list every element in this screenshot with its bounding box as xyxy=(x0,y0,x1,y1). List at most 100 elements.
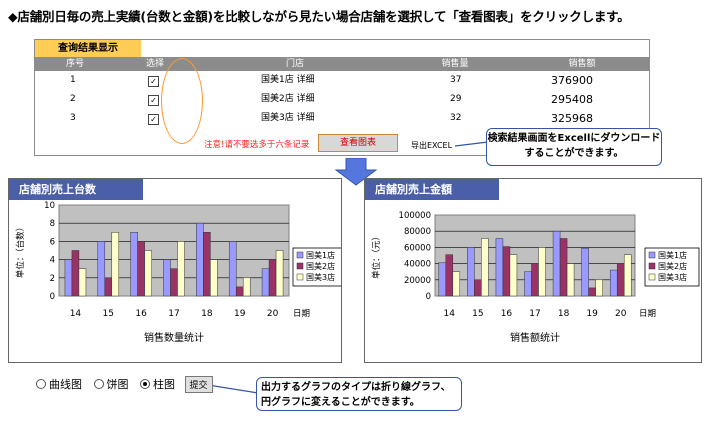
view-chart-button[interactable]: 查看图表 xyxy=(318,134,398,152)
bar xyxy=(261,268,270,297)
y-tick-label: 4 xyxy=(50,256,55,266)
radio-pie[interactable] xyxy=(93,379,104,389)
bar xyxy=(228,241,237,297)
bar xyxy=(495,238,504,297)
row-checkbox[interactable]: ✓ xyxy=(148,114,159,125)
bar xyxy=(137,241,145,297)
bar xyxy=(595,279,603,297)
x-tick-label: 15 xyxy=(472,309,483,319)
y-tick-label: 80000 xyxy=(404,227,431,237)
option-pie-label: 饼图 xyxy=(106,378,129,391)
table-row: 2 ✓ 国美2店 详细 29 295408 xyxy=(35,90,649,109)
legend-label: 国美2店 xyxy=(306,261,335,271)
bar xyxy=(581,247,589,297)
y-tick-label: 20000 xyxy=(404,276,431,286)
bar xyxy=(438,262,447,297)
table-row: 1 ✓ 国美1店 详细 37 376900 xyxy=(35,71,649,90)
col-no: 序号 xyxy=(65,59,84,69)
x-unit-label: 日期 xyxy=(293,309,310,319)
legend-swatch xyxy=(648,273,656,281)
option-bar-label: 柱图 xyxy=(153,378,175,391)
bar xyxy=(588,287,596,297)
bar xyxy=(268,259,277,297)
row-checkbox[interactable]: ✓ xyxy=(148,76,159,87)
row-amount: 325968 xyxy=(551,112,593,125)
bar xyxy=(242,277,251,297)
y-tick-label: 40000 xyxy=(404,260,431,270)
col-select: 选择 xyxy=(145,59,164,69)
y-tick-label: 8 xyxy=(50,219,55,229)
col-qty: 销售量 xyxy=(441,59,469,69)
legend-label: 国美3店 xyxy=(658,272,687,282)
x-tick-label: 17 xyxy=(529,309,540,319)
row-no: 1 xyxy=(70,75,76,85)
table-row: 3 ✓ 国美3店 详细 32 325968 xyxy=(35,109,649,128)
x-tick-label: 14 xyxy=(70,309,82,319)
y-tick-label: 0 xyxy=(50,292,55,302)
bar xyxy=(111,232,120,297)
row-qty: 37 xyxy=(450,75,462,85)
bar xyxy=(623,254,632,297)
bar xyxy=(467,247,475,297)
y-tick-label: 60000 xyxy=(404,243,431,253)
chart-type-callout: 出力するグラフのタイプは折り線グラフ、円グラフに変えることができます。 xyxy=(256,377,462,411)
x-tick-label: 18 xyxy=(201,309,213,319)
radio-line[interactable] xyxy=(36,379,46,389)
x-tick-label: 20 xyxy=(267,309,279,319)
x-tick-label: 19 xyxy=(586,309,598,319)
x-axis-label: 销售额统计 xyxy=(510,331,560,344)
x-axis-label: 销售数量统计 xyxy=(144,331,204,344)
submit-button[interactable]: 提交 xyxy=(184,376,213,393)
x-tick-label: 14 xyxy=(444,309,456,319)
bar xyxy=(616,263,625,297)
bar xyxy=(452,271,461,297)
option-line-label: 曲线图 xyxy=(49,378,82,391)
bar xyxy=(552,230,561,297)
down-arrow-icon xyxy=(334,158,378,186)
row-no: 2 xyxy=(70,94,76,104)
x-tick-label: 16 xyxy=(501,309,513,319)
bar xyxy=(177,241,185,297)
selection-highlight xyxy=(161,58,203,144)
col-amount: 销售额 xyxy=(568,59,596,69)
y-tick-label: 10 xyxy=(44,201,55,211)
bar xyxy=(275,250,284,297)
bar xyxy=(130,232,138,297)
bar xyxy=(445,254,454,297)
row-qty: 32 xyxy=(450,113,462,123)
store-detail-link[interactable]: 国美2店 详细 xyxy=(261,94,315,104)
store-detail-link[interactable]: 国美3店 详细 xyxy=(261,113,315,123)
legend-swatch xyxy=(296,262,304,270)
y-tick-label: 100000 xyxy=(399,211,431,221)
store-detail-link[interactable]: 国美1店 详细 xyxy=(261,75,315,85)
x-tick-label: 15 xyxy=(103,309,114,319)
bar xyxy=(210,259,218,297)
page-heading: ◆店舗別日毎の売上実績(台数と金額)を比較しながら見たい場合店舗を選択して「查看… xyxy=(8,9,630,24)
bar xyxy=(481,238,489,297)
bar xyxy=(104,277,113,297)
row-amount: 295408 xyxy=(551,93,593,106)
bar xyxy=(566,263,575,297)
legend-swatch xyxy=(648,262,656,270)
export-callout: 検索結果画面をExcellにダウンロードすることができます。 xyxy=(486,128,662,166)
chart-title: 店舗別売上台数 xyxy=(9,179,143,200)
bar xyxy=(509,254,518,297)
y-axis-label: 单位：（元） xyxy=(371,232,382,279)
legend-label: 国美1店 xyxy=(306,250,335,260)
bar xyxy=(203,232,211,297)
bar xyxy=(474,279,482,297)
bar xyxy=(524,271,532,297)
row-checkbox[interactable]: ✓ xyxy=(148,95,159,106)
chart-panel-qty: 店舗別売上台数 0 2 4 6 8 10 14 15 16 17 18 19 20 日期 销售数量统计 单位：… xyxy=(8,178,342,363)
x-tick-label: 16 xyxy=(135,309,147,319)
legend-swatch xyxy=(296,251,304,259)
y-tick-label: 6 xyxy=(50,237,55,247)
result-tab[interactable]: 查询结果显示 xyxy=(35,40,141,57)
export-excel-link[interactable]: 导出EXCEL xyxy=(411,141,453,150)
radio-bar[interactable] xyxy=(140,379,150,389)
x-unit-label: 日期 xyxy=(639,309,656,319)
bar xyxy=(538,247,546,297)
y-tick-label: 2 xyxy=(50,274,55,284)
